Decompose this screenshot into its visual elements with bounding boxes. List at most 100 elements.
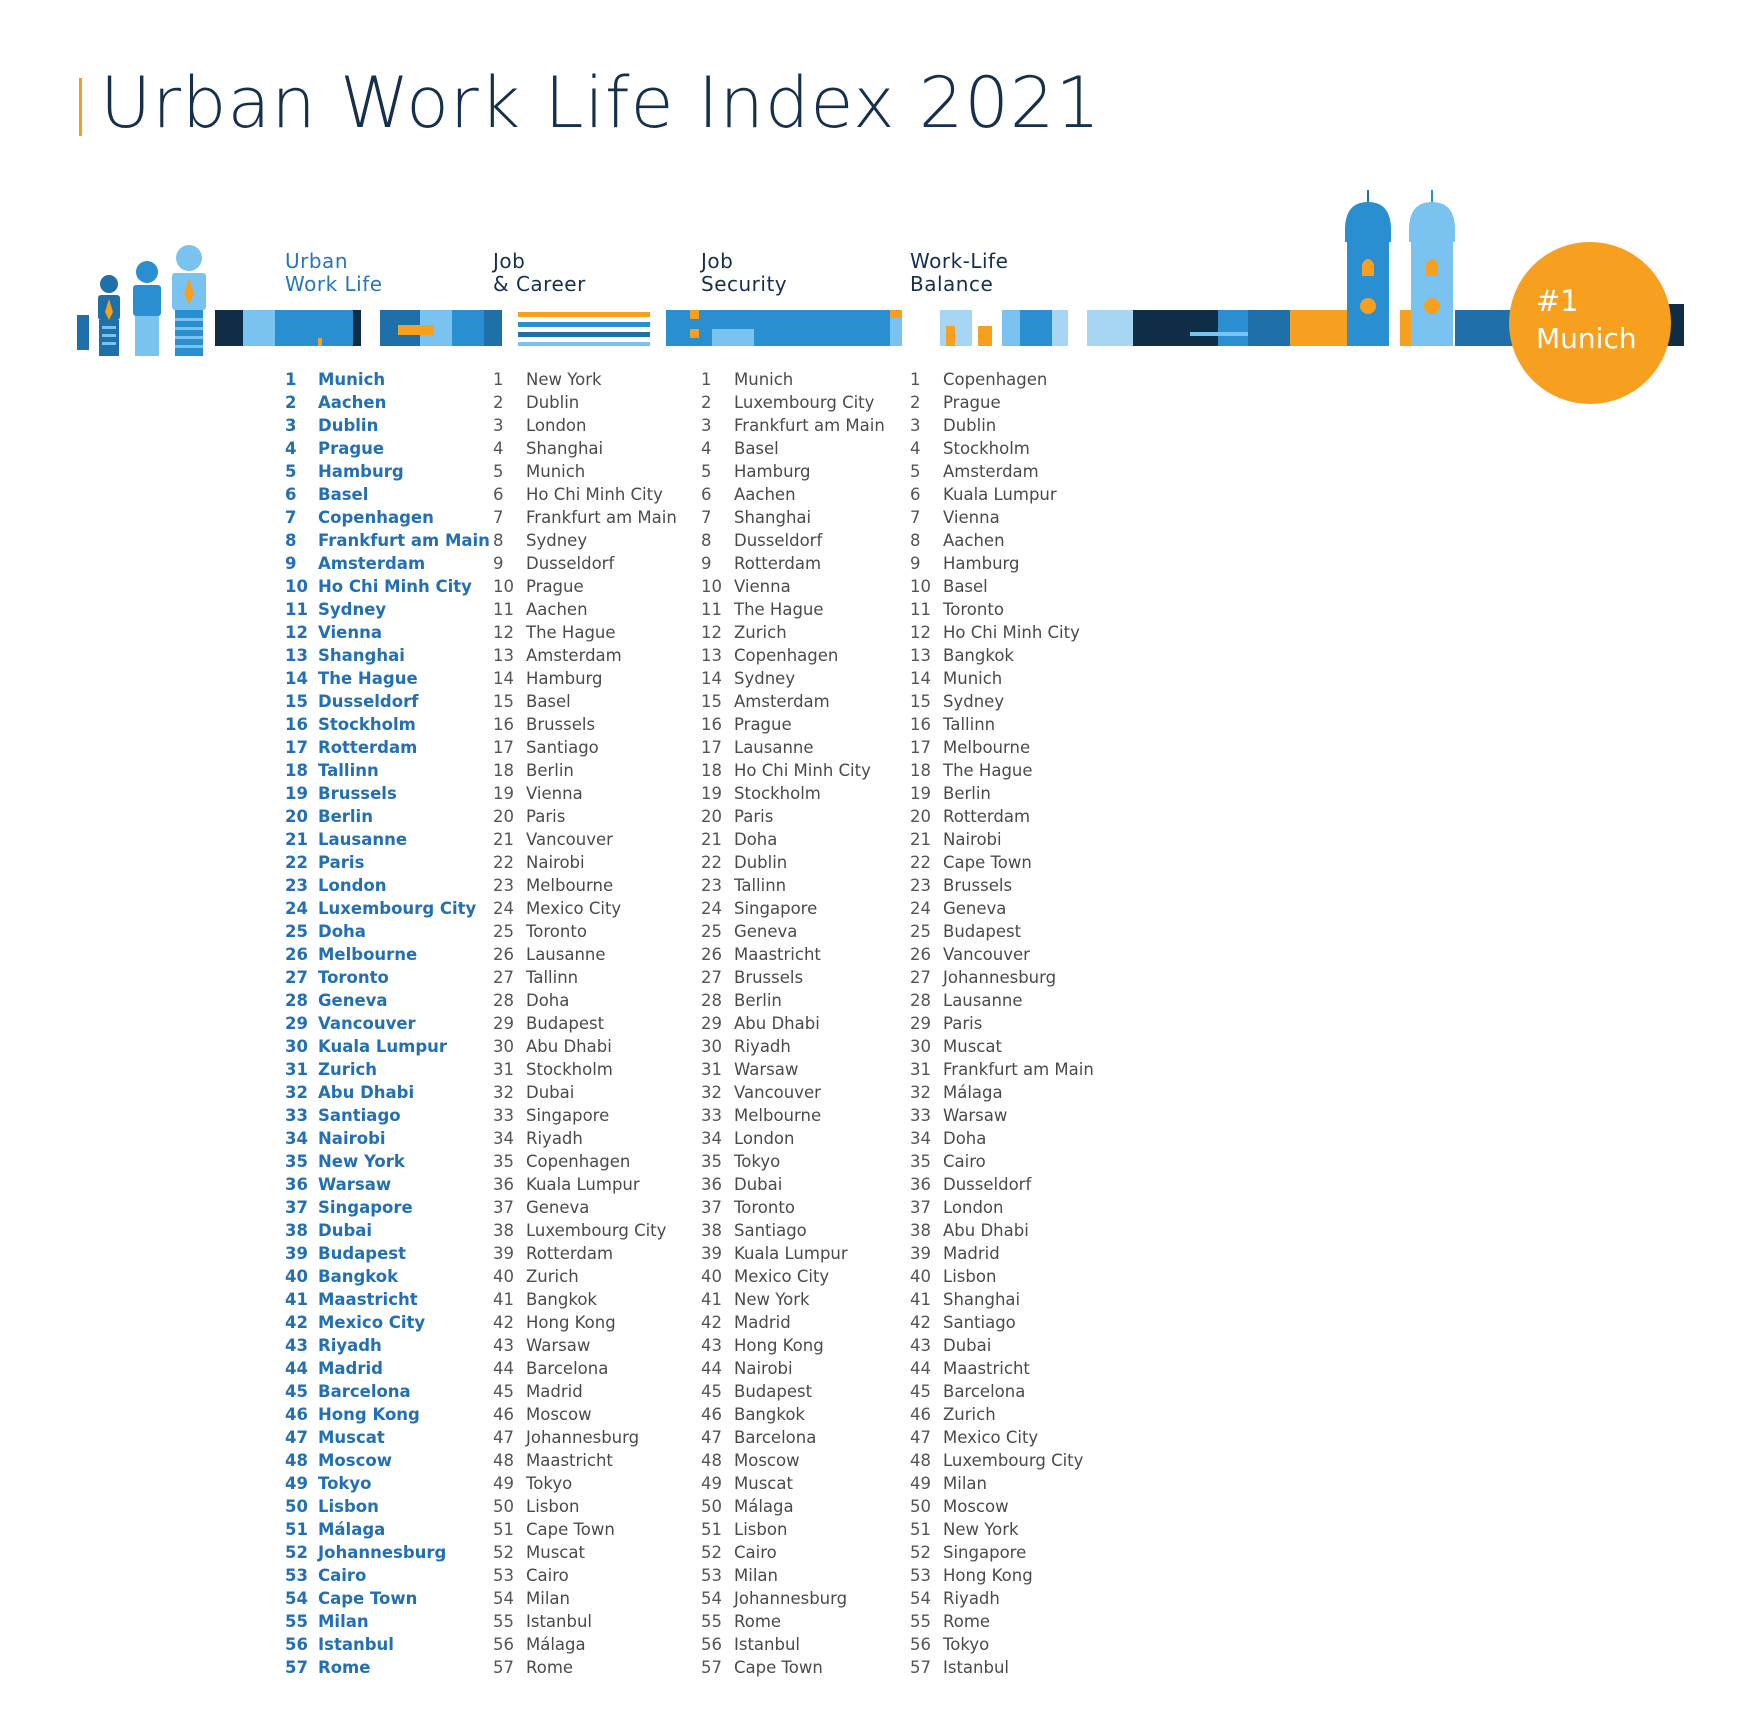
city-name: Sydney [318, 600, 387, 619]
rank-number: 43 [701, 1336, 722, 1355]
ranking-row: 34 Doha [910, 1127, 1094, 1150]
ranking-row: 25 Doha [285, 920, 490, 943]
ranking-row: 38 Luxembourg City [493, 1219, 677, 1242]
rank-number: 44 [493, 1359, 514, 1378]
city-name: Geneva [734, 922, 798, 941]
rank-number: 28 [910, 991, 931, 1010]
city-name: Budapest [318, 1244, 406, 1263]
rank-number: 6 [910, 485, 921, 504]
ranking-row: 16 Stockholm [285, 713, 490, 736]
rank-number: 16 [285, 715, 308, 734]
rank-number: 55 [285, 1612, 308, 1631]
city-name: Dublin [943, 416, 997, 435]
city-name: Frankfurt am Main [734, 416, 885, 435]
city-name: Basel [734, 439, 779, 458]
rank-number: 35 [701, 1152, 722, 1171]
city-name: Luxembourg City [943, 1451, 1084, 1470]
city-name: Frankfurt am Main [318, 531, 490, 550]
city-name: Milan [943, 1474, 987, 1493]
ranking-row: 46 Moscow [493, 1403, 677, 1426]
rank-number: 37 [910, 1198, 931, 1217]
ranking-row: 18 The Hague [910, 759, 1094, 782]
city-name: Tokyo [526, 1474, 573, 1493]
rank-number: 26 [910, 945, 931, 964]
ranking-row: 9 Rotterdam [701, 552, 885, 575]
ranking-row: 13 Amsterdam [493, 644, 677, 667]
city-name: Vienna [526, 784, 583, 803]
rank-number: 13 [910, 646, 931, 665]
rank-number: 36 [910, 1175, 931, 1194]
city-name: Ho Chi Minh City [526, 485, 663, 504]
rank-number: 39 [910, 1244, 931, 1263]
ranking-row: 10 Prague [493, 575, 677, 598]
ranking-row: 43 Riyadh [285, 1334, 490, 1357]
city-name: Paris [526, 807, 566, 826]
city-name: Zurich [318, 1060, 378, 1079]
ranking-row: 33 Warsaw [910, 1104, 1094, 1127]
rank-number: 10 [493, 577, 514, 596]
city-name: Paris [318, 853, 365, 872]
ranking-row: 49 Tokyo [493, 1472, 677, 1495]
rank-number: 44 [285, 1359, 308, 1378]
badge-rank: #1 [1536, 284, 1579, 318]
city-name: Lausanne [318, 830, 408, 849]
ranking-row: 18 Tallinn [285, 759, 490, 782]
rank-number: 24 [493, 899, 514, 918]
ranking-row: 45 Madrid [493, 1380, 677, 1403]
heading-line: Job [701, 249, 734, 273]
city-name: Sydney [526, 531, 588, 550]
rank-number: 35 [285, 1152, 308, 1171]
city-name: Brussels [734, 968, 804, 987]
city-name: Rome [526, 1658, 574, 1677]
rank-number: 1 [493, 370, 504, 389]
city-name: Madrid [943, 1244, 1000, 1263]
ranking-row: 33 Singapore [493, 1104, 677, 1127]
ranking-row: 46 Hong Kong [285, 1403, 490, 1426]
rank-number: 45 [493, 1382, 514, 1401]
city-name: Stockholm [526, 1060, 613, 1079]
rank-number: 30 [910, 1037, 931, 1056]
rank-number: 26 [285, 945, 308, 964]
rank-number: 16 [701, 715, 722, 734]
city-name: Kuala Lumpur [943, 485, 1057, 504]
rank-number: 37 [701, 1198, 722, 1217]
rank-number: 15 [285, 692, 308, 711]
city-name: Maastricht [526, 1451, 613, 1470]
ranking-row: 6 Aachen [701, 483, 885, 506]
city-name: Muscat [943, 1037, 1002, 1056]
city-name: Berlin [734, 991, 782, 1010]
rank-number: 55 [910, 1612, 931, 1631]
city-name: Brussels [526, 715, 596, 734]
page-title: Urban Work Life Index 2021 [100, 62, 1101, 144]
ranking-row: 15 Sydney [910, 690, 1094, 713]
ranking-row: 30 Abu Dhabi [493, 1035, 677, 1058]
ranking-row: 35 New York [285, 1150, 490, 1173]
rank-number: 26 [493, 945, 514, 964]
ranking-row: 21 Lausanne [285, 828, 490, 851]
ranking-row: 31 Warsaw [701, 1058, 885, 1081]
ranking-row: 55 Rome [701, 1610, 885, 1633]
rank-number: 20 [493, 807, 514, 826]
city-name: Riyadh [526, 1129, 583, 1148]
rank-number: 30 [493, 1037, 514, 1056]
rank-number: 42 [701, 1313, 722, 1332]
ranking-row: 43 Dubai [910, 1334, 1094, 1357]
ranking-row: 48 Luxembourg City [910, 1449, 1094, 1472]
ranking-row: 14 The Hague [285, 667, 490, 690]
rank-number: 18 [285, 761, 308, 780]
city-name: Barcelona [734, 1428, 817, 1447]
rank-number: 31 [910, 1060, 931, 1079]
rank-number: 6 [493, 485, 504, 504]
city-name: Cape Town [526, 1520, 615, 1539]
rank-number: 55 [493, 1612, 514, 1631]
city-name: Cape Town [318, 1589, 418, 1608]
ranking-row: 53 Milan [701, 1564, 885, 1587]
ranking-row: 24 Geneva [910, 897, 1094, 920]
ranking-row: 51 Lisbon [701, 1518, 885, 1541]
rank-number: 20 [285, 807, 308, 826]
city-name: Hamburg [526, 669, 603, 688]
rank-number: 15 [493, 692, 514, 711]
city-name: Moscow [318, 1451, 392, 1470]
rank-number: 18 [493, 761, 514, 780]
ranking-row: 39 Madrid [910, 1242, 1094, 1265]
